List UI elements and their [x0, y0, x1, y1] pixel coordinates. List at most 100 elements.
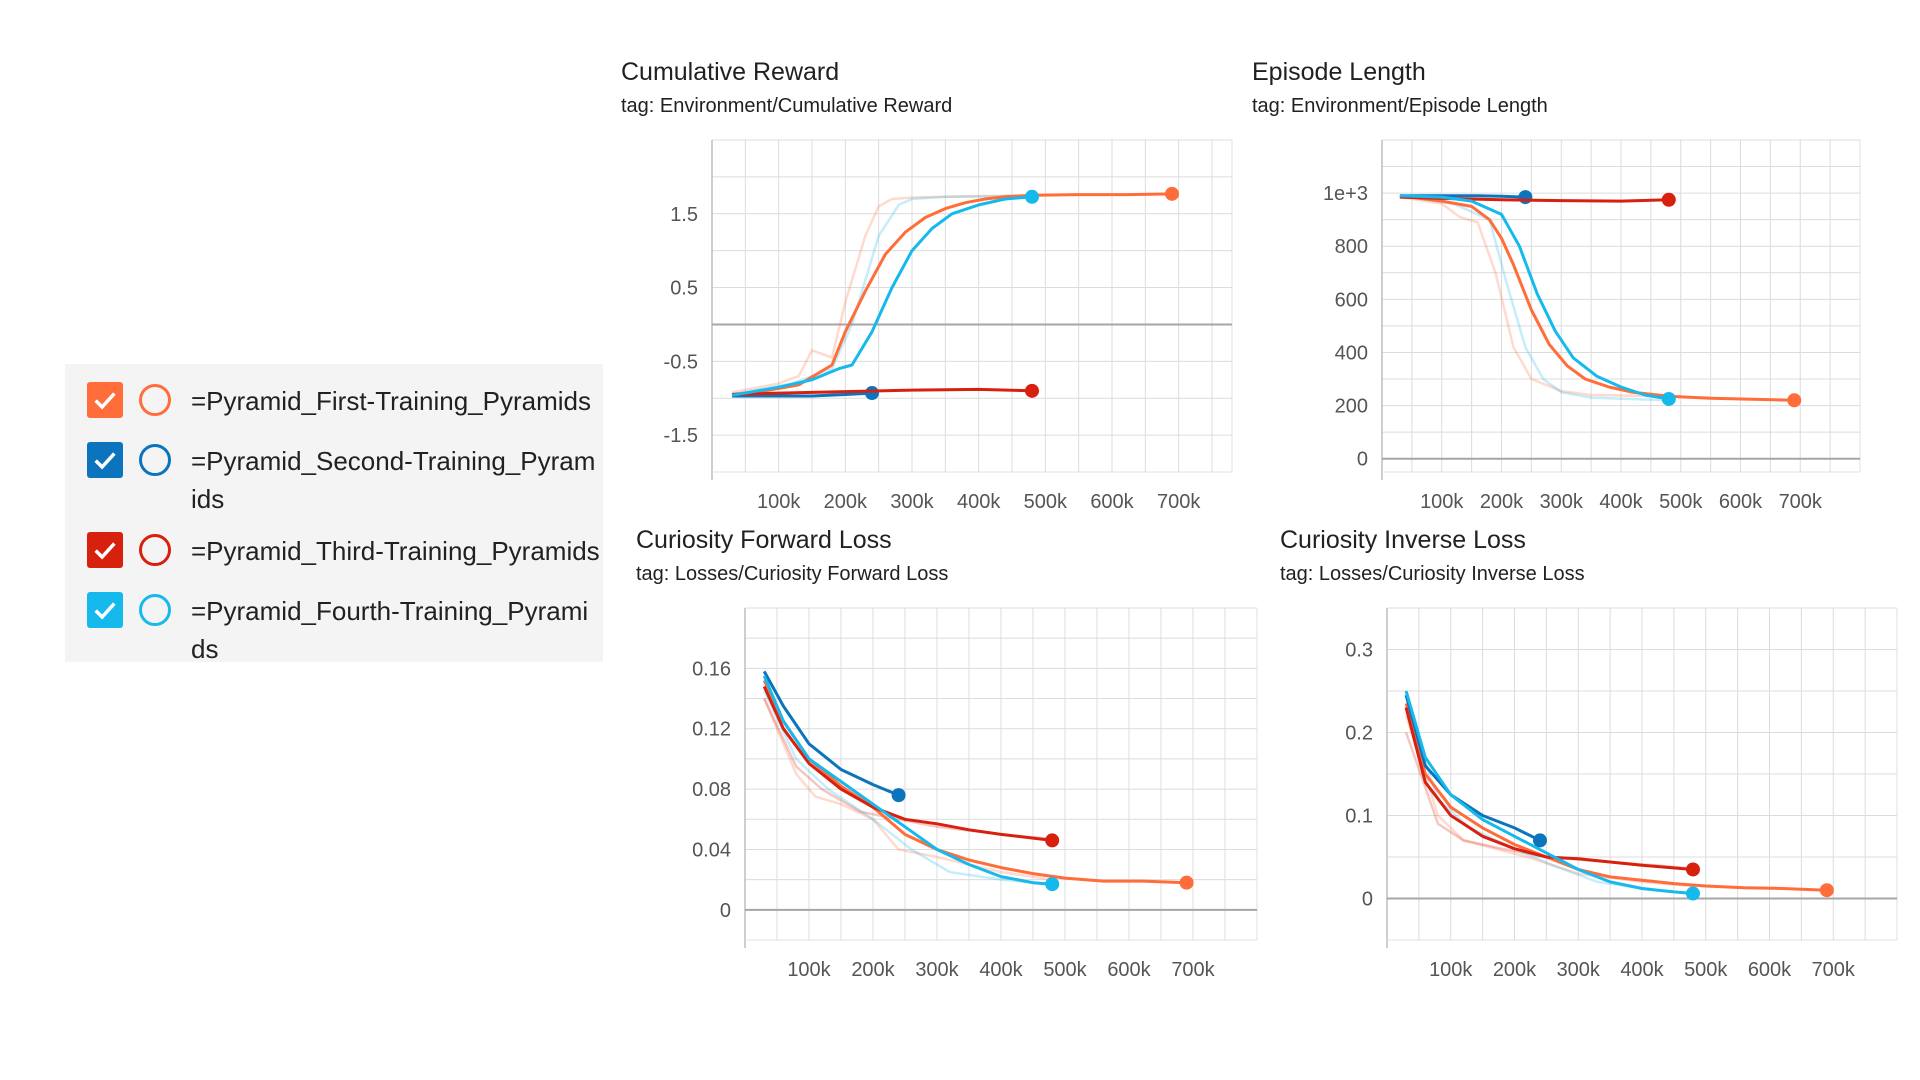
series-line	[732, 391, 873, 398]
run-label-third: =Pyramid_Third-Training_Pyramids	[191, 536, 600, 566]
checkmark-icon	[94, 452, 116, 470]
run-row-third: =Pyramid_Third-Training_Pyramids	[87, 532, 601, 570]
x-tick-label: 700k	[1779, 491, 1823, 513]
run-color-ring-second[interactable]	[139, 444, 171, 476]
y-tick-label: 0.16	[692, 658, 731, 680]
series-line	[1399, 194, 1795, 402]
series-end-marker	[1686, 862, 1700, 877]
x-tick-label: 300k	[890, 491, 934, 513]
run-row-first: =Pyramid_First-Training_Pyramids	[87, 382, 601, 420]
run-checkbox-third[interactable]	[87, 532, 123, 568]
x-tick-label: 700k	[1812, 959, 1856, 981]
series-line	[1404, 707, 1694, 871]
x-tick-label: 200k	[824, 491, 868, 513]
run-label-first: =Pyramid_First-Training_Pyramids	[191, 386, 591, 416]
chart-card-cumulative-reward: Cumulative Reward tag: Environment/Cumul…	[621, 58, 952, 118]
checkmark-icon	[94, 602, 116, 620]
series-line	[1404, 690, 1694, 895]
x-tick-label: 400k	[1620, 959, 1664, 981]
series-end-marker	[1661, 391, 1676, 406]
series-line	[731, 387, 1033, 396]
series-raw-line	[731, 194, 1033, 394]
series-line	[762, 679, 1187, 885]
series-end-marker	[1518, 190, 1533, 205]
series-line	[731, 192, 1173, 396]
x-tick-label: 500k	[1684, 959, 1728, 981]
y-tick-label: 0	[720, 900, 731, 922]
series-end-marker	[1025, 383, 1039, 398]
series-end-marker	[1533, 833, 1547, 848]
series-line	[762, 670, 900, 797]
run-color-ring-first[interactable]	[139, 384, 171, 416]
y-tick-label: 0.04	[692, 839, 731, 861]
chart-tag: tag: Environment/Cumulative Reward	[621, 95, 953, 117]
y-tick-label: 1.5	[670, 204, 698, 226]
y-tick-label: 0.5	[670, 278, 698, 300]
y-tick-label: 0	[1362, 889, 1373, 911]
chart-tag: tag: Environment/Episode Length	[1252, 95, 1548, 117]
y-tick-label: -0.5	[664, 351, 698, 373]
series-end-marker	[1819, 883, 1834, 898]
x-tick-label: 300k	[1557, 959, 1601, 981]
y-tick-label: 0.12	[692, 719, 731, 741]
plot-area: 1e+3 800 600 400 200 0 100k 200k 300k 400k 500k 600…	[1323, 139, 1861, 513]
series-end-marker	[865, 386, 879, 401]
series-end-marker	[1787, 393, 1802, 408]
chart-tag: tag: Losses/Curiosity Inverse Loss	[1280, 563, 1585, 585]
series-end-marker	[891, 788, 906, 803]
y-tick-label: 600	[1335, 289, 1368, 311]
series-end-marker	[1686, 886, 1700, 901]
x-tick-label: 100k	[1420, 491, 1464, 513]
x-tick-label: 600k	[1090, 491, 1134, 513]
x-tick-label: 500k	[1024, 491, 1068, 513]
run-label-fourth: =Pyramid_Fourth-Training_Pyramids	[191, 596, 589, 664]
run-checkbox-second[interactable]	[87, 442, 123, 478]
chart-title: Cumulative Reward	[621, 58, 840, 86]
y-tick-label: 400	[1335, 342, 1368, 364]
series-raw-line	[1399, 195, 1669, 398]
y-tick-label: 0	[1357, 449, 1368, 471]
x-tick-label: 300k	[1540, 491, 1584, 513]
x-tick-label: 500k	[1043, 959, 1087, 981]
x-tick-label: 200k	[851, 959, 895, 981]
series-raw-line	[1399, 195, 1669, 402]
run-checkbox-first[interactable]	[87, 382, 123, 418]
y-tick-label: 0.1	[1345, 806, 1373, 828]
run-row-second: =Pyramid_Second-Training_Pyramids	[87, 442, 601, 518]
checkmark-icon	[94, 542, 116, 560]
chart-card-curiosity-forward-loss: Curiosity Forward Loss tag: Losses/Curio…	[636, 526, 948, 586]
series-raw-line	[763, 690, 1053, 886]
series-end-marker	[1179, 875, 1194, 890]
run-color-ring-third[interactable]	[139, 534, 171, 566]
chart-title: Curiosity Inverse Loss	[1280, 526, 1526, 554]
x-tick-label: 100k	[787, 959, 831, 981]
plot-area: 0.16 0.12 0.08 0.04 0 100k 200k 300k 400k 500k 600…	[692, 607, 1258, 981]
series-line	[1404, 703, 1827, 892]
series-line	[1404, 694, 1541, 842]
plot-area: 0.3 0.2 0.1 0 100k 200k 300k 400k 500k 600k 700k	[1345, 607, 1898, 981]
chart-tag: tag: Losses/Curiosity Forward Loss	[636, 563, 949, 585]
series-end-marker	[1661, 192, 1676, 207]
series-end-marker	[1045, 877, 1060, 892]
checkmark-icon	[94, 392, 116, 410]
x-tick-label: 400k	[1599, 491, 1643, 513]
series-end-marker	[1025, 189, 1039, 204]
x-tick-label: 100k	[1429, 959, 1473, 981]
y-tick-label: -1.5	[664, 425, 698, 447]
run-color-ring-fourth[interactable]	[139, 594, 171, 626]
x-tick-label: 300k	[915, 959, 959, 981]
run-checkbox-fourth[interactable]	[87, 592, 123, 628]
x-tick-label: 200k	[1493, 959, 1537, 981]
y-tick-label: 1e+3	[1323, 183, 1368, 205]
series-end-marker	[1165, 186, 1179, 201]
x-tick-label: 700k	[1157, 491, 1201, 513]
run-label-second: =Pyramid_Second-Training_Pyramids	[191, 446, 596, 514]
x-tick-label: 600k	[1748, 959, 1792, 981]
chart-title: Curiosity Forward Loss	[636, 526, 892, 554]
x-tick-label: 500k	[1659, 491, 1703, 513]
series-raw-line	[731, 194, 1033, 396]
chart-card-curiosity-inverse-loss: Curiosity Inverse Loss tag: Losses/Curio…	[1280, 526, 1585, 586]
series-raw-line	[1404, 715, 1694, 888]
x-tick-label: 600k	[1719, 491, 1763, 513]
